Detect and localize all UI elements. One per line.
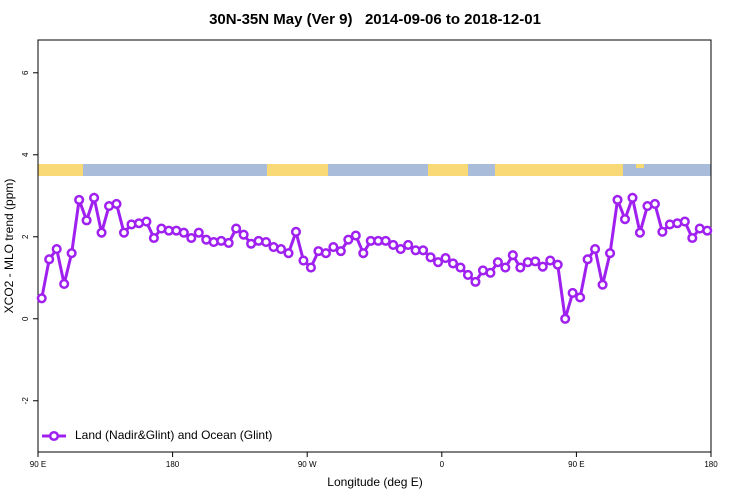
data-point: [305, 262, 316, 273]
land-band: [495, 164, 623, 176]
data-point: [223, 237, 234, 248]
data-point: [418, 245, 429, 256]
data-point: [59, 278, 70, 289]
data-point: [395, 244, 406, 255]
series-line: [40, 192, 708, 320]
data-point: [89, 192, 100, 203]
data-point: [403, 239, 414, 251]
data-point: [66, 248, 77, 259]
data-point: [178, 227, 189, 238]
data-point: [485, 267, 496, 278]
x-tick-label: 90 E: [30, 460, 46, 469]
legend-label: Land (Nadir&Glint) and Ocean (Glint): [75, 428, 272, 442]
data-point: [582, 254, 593, 265]
data-point: [462, 269, 474, 280]
data-point: [440, 253, 451, 264]
data-point: [687, 232, 698, 244]
plot-frame: [37, 39, 712, 453]
data-point: [275, 244, 287, 255]
data-point: [433, 257, 444, 268]
data-point: [590, 244, 601, 255]
data-point: [530, 256, 541, 267]
data-point: [702, 225, 713, 236]
data-point: [298, 255, 309, 266]
chart-title: 30N-35N May (Ver 9) 2014-09-06 to 2018-1…: [209, 11, 541, 28]
data-point: [358, 248, 369, 259]
data-point: [141, 216, 152, 227]
data-point: [74, 194, 85, 205]
y-axis-label: XCO2 - MLO trend (ppm): [2, 179, 16, 314]
data-point: [186, 232, 197, 244]
x-tick-label: 90 E: [568, 460, 584, 469]
data-point: [545, 255, 556, 266]
data-point: [36, 293, 47, 304]
x-tick-label: 180: [166, 460, 180, 469]
data-point: [44, 254, 55, 265]
data-point: [335, 246, 346, 257]
data-point: [261, 237, 272, 248]
x-tick-label: 180: [704, 460, 718, 469]
data-point: [290, 226, 302, 237]
data-point: [634, 227, 646, 238]
data-point: [507, 250, 518, 261]
data-point: [612, 194, 623, 205]
data-point: [81, 215, 92, 226]
data-point: [283, 248, 294, 259]
data-point: [388, 239, 399, 251]
land-ocean-strip: [38, 164, 711, 176]
y-tick-label: 2: [21, 234, 30, 239]
data-point: [328, 241, 339, 253]
data-point: [649, 198, 660, 210]
data-point: [515, 262, 526, 273]
data-point: [679, 216, 690, 227]
y-tick-label: 6: [21, 70, 30, 75]
land-band: [38, 164, 83, 176]
data-point: [425, 252, 436, 263]
data-point: [350, 230, 361, 241]
data-point: [118, 227, 130, 238]
land-band: [267, 164, 328, 176]
data-point: [552, 259, 563, 270]
data-point: [492, 257, 503, 268]
y-tick-label: -2: [21, 397, 30, 405]
x-axis-label: Longitude (deg E): [327, 475, 422, 489]
data-point: [238, 229, 249, 240]
data-point: [320, 248, 331, 259]
data-point: [148, 232, 159, 244]
land-band: [636, 164, 644, 168]
data-point: [575, 292, 586, 303]
y-tick-label: 0: [21, 316, 30, 321]
legend-marker: [48, 430, 60, 442]
data-point: [567, 287, 578, 298]
data-point: [343, 234, 354, 245]
data-point: [627, 192, 638, 203]
data-point: [470, 276, 481, 287]
data-point: [560, 313, 571, 324]
x-tick-label: 0: [440, 460, 445, 469]
land-band: [428, 164, 468, 176]
data-point: [193, 227, 204, 238]
data-point: [380, 235, 391, 246]
y-tick-label: 4: [21, 152, 30, 157]
data-point: [537, 261, 548, 272]
data-point: [597, 279, 608, 290]
data-point: [231, 223, 242, 234]
data-point: [447, 258, 459, 269]
data-point: [51, 244, 62, 255]
x-tick-label: 90 W: [298, 460, 317, 469]
data-point: [500, 262, 511, 273]
data-point: [455, 262, 466, 273]
data-point: [657, 226, 668, 237]
data-point: [605, 248, 616, 259]
data-point: [96, 227, 107, 238]
data-point: [619, 214, 631, 225]
data-point: [111, 198, 122, 210]
